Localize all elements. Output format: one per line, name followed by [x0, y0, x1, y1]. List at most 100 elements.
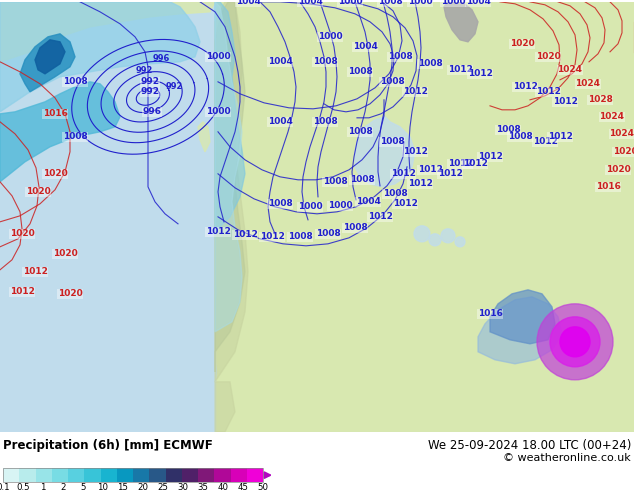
Polygon shape: [490, 290, 555, 344]
Bar: [214, 468, 231, 482]
Text: 1028: 1028: [588, 96, 612, 104]
Text: 1000: 1000: [338, 0, 362, 6]
Text: 1024: 1024: [576, 79, 600, 88]
Text: 0.1: 0.1: [0, 483, 10, 490]
Text: 20: 20: [138, 483, 148, 490]
Text: © weatheronline.co.uk: © weatheronline.co.uk: [503, 453, 631, 463]
Text: 0.5: 0.5: [16, 483, 30, 490]
Text: 1020: 1020: [53, 249, 77, 258]
Text: 1004: 1004: [236, 0, 261, 6]
Text: 5: 5: [81, 483, 86, 490]
Text: 1000: 1000: [408, 0, 432, 6]
Bar: [3, 468, 263, 482]
Text: 1000: 1000: [441, 0, 465, 6]
Circle shape: [455, 237, 465, 247]
Text: 1012: 1012: [233, 230, 257, 239]
Polygon shape: [0, 2, 215, 432]
Text: 1008: 1008: [380, 77, 404, 86]
Text: 1012: 1012: [391, 170, 415, 178]
Text: 996: 996: [153, 54, 171, 63]
Bar: [182, 468, 198, 482]
Text: 1012: 1012: [467, 69, 493, 78]
Bar: [165, 468, 182, 482]
Text: 1008: 1008: [418, 59, 443, 68]
Circle shape: [441, 229, 455, 243]
Text: 1008: 1008: [387, 52, 412, 61]
Bar: [101, 468, 117, 482]
Text: 1008: 1008: [383, 189, 408, 198]
Text: We 25-09-2024 18.00 LTC (00+24): We 25-09-2024 18.00 LTC (00+24): [427, 439, 631, 452]
Text: 1004: 1004: [465, 0, 491, 6]
Text: 1008: 1008: [316, 229, 340, 238]
Text: 1012: 1012: [408, 179, 432, 188]
Bar: [133, 468, 149, 482]
Text: 15: 15: [117, 483, 129, 490]
Polygon shape: [212, 2, 634, 432]
Polygon shape: [478, 297, 562, 364]
Text: 996: 996: [143, 107, 162, 116]
Bar: [84, 468, 101, 482]
Bar: [149, 468, 165, 482]
Text: 1012: 1012: [448, 159, 472, 169]
Text: 1: 1: [40, 483, 46, 490]
Text: Precipitation (6h) [mm] ECMWF: Precipitation (6h) [mm] ECMWF: [3, 439, 213, 452]
Circle shape: [429, 234, 441, 246]
Text: 1008: 1008: [313, 117, 337, 126]
Bar: [36, 468, 52, 482]
Text: 1000: 1000: [205, 107, 230, 116]
Text: 1012: 1012: [418, 165, 443, 174]
Bar: [117, 468, 133, 482]
Text: 1020: 1020: [58, 289, 82, 298]
Polygon shape: [0, 2, 200, 112]
Text: 992: 992: [141, 87, 160, 97]
Bar: [247, 468, 263, 482]
Text: 1020: 1020: [25, 187, 50, 196]
Text: 1020: 1020: [510, 39, 534, 49]
Text: 1024: 1024: [600, 112, 624, 122]
Text: 1008: 1008: [508, 132, 533, 141]
Polygon shape: [444, 2, 478, 42]
Text: 1012: 1012: [10, 287, 34, 296]
Polygon shape: [338, 2, 375, 37]
Text: 1016: 1016: [595, 182, 621, 191]
Text: 40: 40: [217, 483, 228, 490]
Text: 1012: 1012: [536, 87, 560, 97]
Bar: [52, 468, 68, 482]
Polygon shape: [355, 117, 415, 187]
Text: 1004: 1004: [356, 197, 380, 206]
Circle shape: [560, 327, 590, 357]
Text: 1016: 1016: [42, 109, 67, 118]
Polygon shape: [198, 122, 210, 152]
Polygon shape: [35, 40, 65, 74]
Text: 1012: 1012: [533, 137, 557, 147]
Text: 1012: 1012: [368, 212, 392, 221]
Text: 1020: 1020: [612, 147, 634, 156]
Text: 1008: 1008: [63, 132, 87, 141]
Text: 1020: 1020: [605, 165, 630, 174]
Text: 1004: 1004: [297, 0, 323, 6]
Circle shape: [414, 226, 430, 242]
Text: 1012: 1012: [403, 147, 427, 156]
Text: 1004: 1004: [353, 42, 377, 51]
Circle shape: [537, 304, 613, 380]
Text: 1000: 1000: [205, 52, 230, 61]
Polygon shape: [0, 82, 120, 182]
Text: 1012: 1012: [23, 268, 48, 276]
Text: 1004: 1004: [268, 57, 292, 66]
Text: 1012: 1012: [392, 199, 417, 208]
Text: 1012: 1012: [553, 98, 578, 106]
Bar: [3, 468, 19, 482]
Text: 1000: 1000: [318, 32, 342, 41]
Text: 1024: 1024: [609, 129, 634, 138]
Text: 1008: 1008: [378, 0, 403, 6]
Bar: [19, 468, 36, 482]
Text: 1012: 1012: [512, 82, 538, 91]
Text: 1008: 1008: [268, 199, 292, 208]
Bar: [68, 468, 84, 482]
Circle shape: [550, 317, 600, 367]
Text: 1008: 1008: [313, 57, 337, 66]
Text: 2: 2: [60, 483, 66, 490]
Text: 992: 992: [136, 66, 153, 75]
Text: 50: 50: [257, 483, 269, 490]
Text: 1020: 1020: [10, 229, 34, 238]
